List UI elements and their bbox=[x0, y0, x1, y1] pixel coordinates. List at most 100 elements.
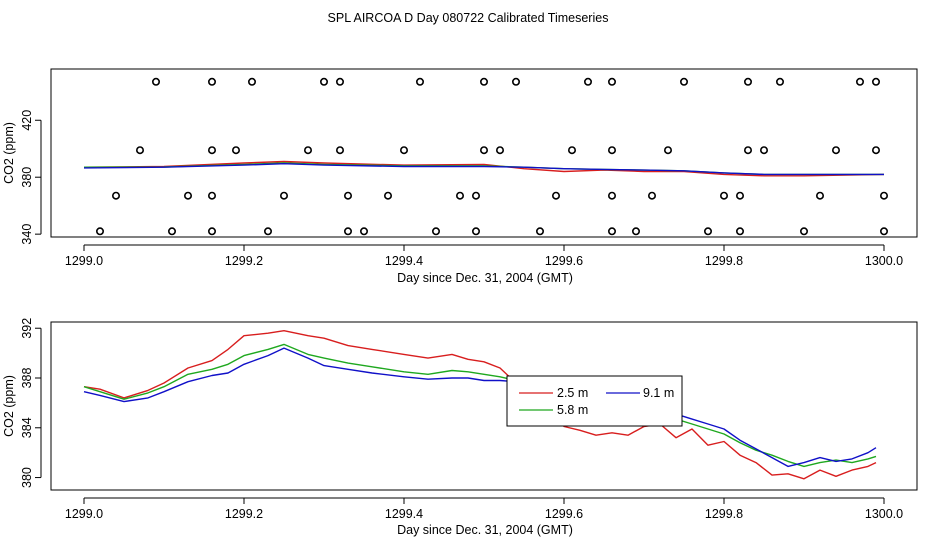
scatter-point bbox=[184, 191, 193, 200]
scatter-point bbox=[479, 77, 488, 86]
scatter-point bbox=[567, 146, 576, 155]
y-tick-label: 388 bbox=[20, 368, 34, 389]
x-tick-label: 1299.2 bbox=[225, 507, 263, 521]
x-tick-label: 1299.6 bbox=[545, 507, 583, 521]
scatter-point bbox=[679, 77, 688, 86]
panel-2: 1299.0 1299.2 1299.4 1299.6 1299.8 1300.0 380 3… bbox=[2, 318, 918, 537]
legend-label-2-5m: 2.5 m bbox=[557, 386, 588, 400]
scatter-point bbox=[799, 227, 808, 236]
legend-label-9-1m: 9.1 m bbox=[643, 386, 674, 400]
scatter-point bbox=[263, 227, 272, 236]
panel-1: 1299.0 1299.2 1299.4 1299.6 1299.8 1300.0 340 3… bbox=[2, 68, 918, 285]
scatter-point bbox=[479, 146, 488, 155]
x-tick-label: 1299.0 bbox=[65, 507, 103, 521]
series-line-2-5-m bbox=[83, 330, 877, 480]
panel-1-xlabel: Day since Dec. 31, 2004 (GMT) bbox=[397, 271, 573, 285]
scatter-point bbox=[279, 191, 288, 200]
panel-2-ylabel: CO2 (ppm) bbox=[2, 375, 16, 437]
y-tick-label: 420 bbox=[20, 110, 34, 131]
panel-2-series bbox=[83, 330, 877, 480]
scatter-point bbox=[631, 227, 640, 236]
y-tick-label: 384 bbox=[20, 417, 34, 438]
panel-1-ylabel: CO2 (ppm) bbox=[2, 122, 16, 184]
y-tick-label: 380 bbox=[20, 467, 34, 488]
scatter-point bbox=[535, 227, 544, 236]
scatter-point bbox=[232, 146, 241, 155]
series-line-5-8-m bbox=[83, 343, 877, 468]
scatter-point bbox=[583, 77, 592, 86]
x-tick-label: 1299.4 bbox=[385, 254, 423, 268]
scatter-point bbox=[152, 77, 161, 86]
scatter-point bbox=[343, 227, 352, 236]
scatter-point bbox=[879, 227, 888, 236]
x-tick-label: 1299.2 bbox=[225, 254, 263, 268]
scatter-point bbox=[743, 146, 752, 155]
y-tick-label: 380 bbox=[20, 167, 34, 188]
scatter-point bbox=[208, 146, 217, 155]
scatter-point bbox=[383, 191, 392, 200]
scatter-point bbox=[415, 77, 424, 86]
scatter-point bbox=[855, 77, 864, 86]
scatter-point bbox=[703, 227, 712, 236]
scatter-point bbox=[663, 146, 672, 155]
scatter-point bbox=[551, 191, 560, 200]
scatter-point bbox=[208, 191, 217, 200]
figure-title: SPL AIRCOA D Day 080722 Calibrated Times… bbox=[328, 11, 609, 25]
scatter-point bbox=[335, 146, 344, 155]
scatter-point bbox=[303, 146, 312, 155]
scatter-point bbox=[735, 191, 744, 200]
scatter-point bbox=[815, 191, 824, 200]
scatter-point bbox=[879, 191, 888, 200]
scatter-point bbox=[607, 77, 616, 86]
series-line-2-5-m bbox=[83, 160, 885, 177]
legend-box bbox=[506, 375, 683, 427]
scatter-point bbox=[831, 146, 840, 155]
x-tick-label: 1300.0 bbox=[865, 507, 903, 521]
scatter-point bbox=[136, 146, 145, 155]
x-tick-label: 1299.8 bbox=[705, 507, 743, 521]
scatter-point bbox=[208, 227, 217, 236]
scatter-point bbox=[743, 77, 752, 86]
panel-2-ticks: 1299.0 1299.2 1299.4 1299.6 1299.8 1300.0 380 3… bbox=[20, 318, 903, 521]
series-line-9-1-m bbox=[83, 347, 877, 468]
scatter-point bbox=[759, 146, 768, 155]
scatter-point bbox=[455, 191, 464, 200]
scatter-point bbox=[871, 146, 880, 155]
scatter-point bbox=[335, 77, 344, 86]
scatter-point bbox=[647, 191, 656, 200]
scatter-point bbox=[399, 146, 408, 155]
scatter-point bbox=[112, 191, 121, 200]
scatter-point bbox=[495, 146, 504, 155]
panel-1-frame bbox=[50, 68, 918, 238]
panel-1-ticks: 1299.0 1299.2 1299.4 1299.6 1299.8 1300.0 340 3… bbox=[20, 110, 903, 268]
scatter-point bbox=[431, 227, 440, 236]
legend-label-5-8m: 5.8 m bbox=[557, 403, 588, 417]
y-tick-label: 340 bbox=[20, 224, 34, 245]
panel-1-scatter bbox=[96, 77, 888, 236]
series-line-9-1-m bbox=[83, 162, 884, 176]
legend: 2.5 m 9.1 m 5.8 m bbox=[506, 375, 683, 427]
scatter-point bbox=[471, 191, 480, 200]
scatter-point bbox=[343, 191, 352, 200]
x-tick-label: 1299.6 bbox=[545, 254, 583, 268]
scatter-point bbox=[359, 227, 368, 236]
scatter-point bbox=[871, 77, 880, 86]
scatter-point bbox=[607, 191, 616, 200]
scatter-point bbox=[775, 77, 784, 86]
x-tick-label: 1300.0 bbox=[865, 254, 903, 268]
x-tick-label: 1299.8 bbox=[705, 254, 743, 268]
panel-1-series bbox=[83, 160, 885, 177]
scatter-point bbox=[471, 227, 480, 236]
panel-2-frame bbox=[50, 321, 918, 491]
scatter-point bbox=[168, 227, 177, 236]
scatter-point bbox=[248, 77, 257, 86]
scatter-point bbox=[735, 227, 744, 236]
scatter-point bbox=[607, 227, 616, 236]
scatter-point bbox=[319, 77, 328, 86]
scatter-point bbox=[96, 227, 105, 236]
scatter-point bbox=[719, 191, 728, 200]
scatter-point bbox=[208, 77, 217, 86]
y-tick-label: 392 bbox=[20, 318, 34, 339]
x-tick-label: 1299.4 bbox=[385, 507, 423, 521]
